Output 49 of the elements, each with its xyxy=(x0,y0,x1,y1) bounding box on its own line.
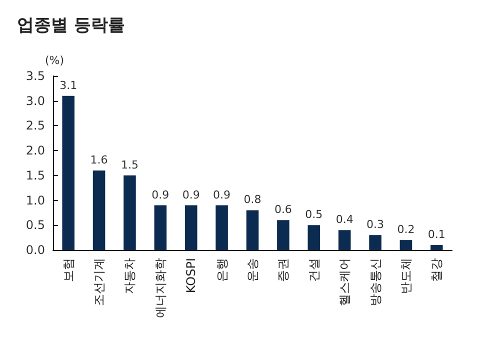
data-label: 0.9 xyxy=(152,188,170,202)
bar xyxy=(246,210,259,250)
bar xyxy=(62,96,74,250)
bar xyxy=(216,205,228,250)
data-label: 0.5 xyxy=(305,208,323,222)
y-tick-label: 3.5 xyxy=(26,69,45,83)
y-tick-label: 0.0 xyxy=(26,243,45,257)
data-label: 0.3 xyxy=(366,218,384,232)
bar xyxy=(124,175,136,250)
bar xyxy=(338,230,351,250)
data-label: 3.1 xyxy=(60,78,78,92)
data-label: 0.1 xyxy=(428,228,446,242)
bar xyxy=(430,245,443,250)
x-tick-label: 철강 xyxy=(430,258,444,282)
y-tick-label: 2.0 xyxy=(26,144,45,158)
x-tick-label: 은행 xyxy=(214,258,229,282)
data-label: 1.5 xyxy=(120,158,138,172)
y-tick-label: 1.5 xyxy=(26,168,45,182)
chart-title: 업종별 등락률 xyxy=(17,16,125,36)
data-label: 0.6 xyxy=(274,203,292,216)
x-tick-label: 증권 xyxy=(276,258,290,282)
data-label: 0.9 xyxy=(182,188,200,202)
x-tick-label: 조선기계 xyxy=(92,258,106,306)
x-tick-label: KOSPI xyxy=(184,258,198,294)
data-label: 1.6 xyxy=(90,153,108,166)
bar xyxy=(400,240,412,250)
data-label: 0.4 xyxy=(336,213,354,226)
y-tick-label: 1.0 xyxy=(26,193,45,208)
x-tick-label: 에너지화학 xyxy=(153,258,168,318)
data-label: 0.2 xyxy=(397,223,415,236)
bar xyxy=(277,220,290,250)
bar xyxy=(92,170,106,250)
bar xyxy=(184,205,198,250)
bar xyxy=(154,205,167,250)
x-tick-label: 반도체 xyxy=(398,258,413,294)
y-tick-label: 0.5 xyxy=(26,218,45,232)
x-tick-label: 헬스케어 xyxy=(338,258,352,306)
y-tick-label: 2.5 xyxy=(26,118,45,133)
y-tick-label: 3.0 xyxy=(26,94,45,108)
bar xyxy=(369,235,382,250)
x-tick-label: 방송통신 xyxy=(368,258,382,306)
bar xyxy=(308,225,320,250)
data-label: 0.8 xyxy=(244,193,262,206)
y-axis-title: (%) xyxy=(45,54,64,67)
x-tick-label: 자동차 xyxy=(122,258,137,294)
x-tick-label: 건설 xyxy=(306,258,321,282)
x-tick-label: 보험 xyxy=(61,258,76,282)
data-label: 0.9 xyxy=(213,188,231,202)
x-tick-label: 운송 xyxy=(246,258,260,282)
